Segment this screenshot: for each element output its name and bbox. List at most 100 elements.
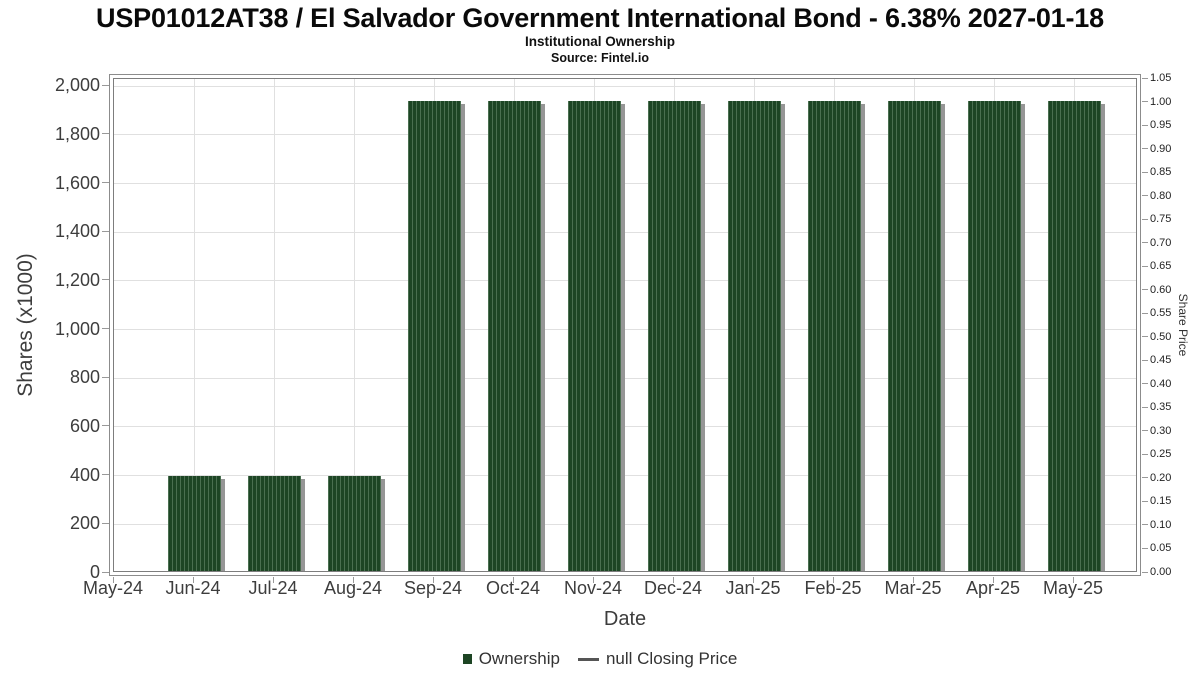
- y-tick-left: [102, 328, 109, 330]
- y-tick-label-right: 0.85: [1150, 166, 1172, 179]
- y-tick-left: [102, 84, 109, 86]
- bar-aug-24[interactable]: [327, 475, 381, 571]
- y-tick-label-right: 0.10: [1150, 518, 1172, 531]
- x-axis-label: Date: [603, 608, 647, 630]
- x-tick-label: Aug-24: [323, 578, 383, 598]
- x-tick-label: Mar-25: [884, 578, 942, 598]
- y-tick-left: [102, 230, 109, 232]
- y-tick-label-right: 0.50: [1150, 330, 1172, 343]
- y-tick-label-left: 1,600: [54, 172, 100, 193]
- y-tick-label-right: 0.25: [1150, 448, 1172, 461]
- x-tick: [512, 577, 514, 583]
- y-tick-right: [1142, 571, 1148, 573]
- h-gridline: [114, 280, 1136, 282]
- bar-jul-24[interactable]: [247, 475, 301, 571]
- y-tick-label-right: 0.00: [1150, 566, 1172, 578]
- plot-area: [113, 78, 1137, 572]
- y-tick-right: [1142, 101, 1148, 103]
- y-tick-left: [102, 522, 109, 524]
- y-tick-label-right: 0.60: [1150, 283, 1172, 296]
- x-tick-label: Apr-25: [965, 578, 1021, 598]
- y-tick-label-left: 1,000: [54, 318, 100, 339]
- y-tick-right: [1142, 336, 1148, 338]
- y-tick-label-right: 0.75: [1150, 213, 1172, 226]
- legend-item-ownership[interactable]: Ownership: [462, 649, 560, 669]
- y-tick-label-right: 0.30: [1150, 424, 1172, 437]
- x-tick-label: Jun-24: [165, 578, 221, 598]
- y-tick-right: [1142, 148, 1148, 150]
- bar-jun-24[interactable]: [167, 475, 221, 571]
- y-tick-right: [1142, 477, 1148, 479]
- y-tick-label-left: 1,400: [54, 221, 100, 242]
- x-tick-label: Oct-24: [485, 578, 541, 598]
- y-tick-label-right: 0.55: [1150, 307, 1172, 320]
- legend: Ownership null Closing Price: [0, 646, 1200, 672]
- h-gridline: [114, 475, 1136, 477]
- y-tick-label-left: 2,000: [54, 75, 100, 96]
- bar-sep-24[interactable]: [407, 100, 461, 571]
- legend-item-label: Ownership: [478, 649, 560, 668]
- y-tick-label-left: 600: [69, 415, 100, 436]
- bar-oct-24[interactable]: [487, 100, 541, 571]
- h-gridline: [114, 231, 1136, 233]
- y-tick-label-right: 0.70: [1150, 236, 1172, 249]
- y-tick-right: [1142, 265, 1148, 267]
- x-tick-label: Dec-24: [643, 578, 703, 598]
- x-tick: [192, 577, 194, 583]
- x-tick: [592, 577, 594, 583]
- legend-item-null-closing-price[interactable]: null Closing Price: [577, 649, 737, 669]
- y-tick-label-right: 0.95: [1150, 119, 1172, 132]
- x-tick: [1072, 577, 1074, 583]
- bar-mar-25[interactable]: [887, 100, 941, 571]
- chart-title: USP01012AT38 / El Salvador Government In…: [96, 3, 1104, 33]
- h-gridline: [114, 85, 1136, 87]
- x-tick: [912, 577, 914, 583]
- x-tick-label: Sep-24: [403, 578, 463, 598]
- bar-dec-24[interactable]: [647, 100, 701, 571]
- y-tick-label-right: 1.00: [1150, 95, 1172, 108]
- x-tick: [832, 577, 834, 583]
- y-tick-right: [1142, 359, 1148, 361]
- y-tick-label-left: 400: [69, 464, 100, 485]
- y-tick-right: [1142, 430, 1148, 432]
- h-gridline: [114, 134, 1136, 136]
- bar-apr-25[interactable]: [967, 100, 1021, 571]
- y-tick-left: [102, 279, 109, 281]
- h-gridline: [114, 523, 1136, 525]
- y-tick-label-right: 0.05: [1150, 542, 1172, 555]
- y-tick-label-right: 0.90: [1150, 142, 1172, 155]
- h-gridline: [114, 426, 1136, 428]
- legend-square-marker-icon: [462, 654, 472, 664]
- y-tick-label-right: 0.15: [1150, 495, 1172, 508]
- y-tick-right: [1142, 195, 1148, 197]
- h-gridline: [114, 329, 1136, 331]
- y-tick-right: [1142, 77, 1148, 79]
- y-tick-right: [1142, 453, 1148, 455]
- chart-source: Source: Fintel.io: [551, 51, 649, 65]
- x-tick: [672, 577, 674, 583]
- bar-jan-25[interactable]: [727, 100, 781, 571]
- x-tick: [112, 577, 114, 583]
- x-tick-label: Jan-25: [725, 578, 781, 598]
- bar-may-25[interactable]: [1047, 100, 1101, 571]
- y-tick-label-right: 0.45: [1150, 354, 1172, 367]
- y-tick-left: [102, 133, 109, 135]
- y-tick-label-right: 0.40: [1150, 377, 1172, 390]
- y-tick-right: [1142, 500, 1148, 502]
- x-tick: [432, 577, 434, 583]
- bar-feb-25[interactable]: [807, 100, 861, 571]
- y-tick-left: [102, 474, 109, 476]
- v-gridline: [273, 79, 275, 571]
- bar-nov-24[interactable]: [567, 100, 621, 571]
- x-tick: [352, 577, 354, 583]
- y-tick-right: [1142, 547, 1148, 549]
- y-tick-label-left: 1,200: [54, 269, 100, 290]
- y-tick-right: [1142, 171, 1148, 173]
- legend-line-marker-icon: [577, 657, 599, 661]
- y-tick-label-left: 800: [69, 367, 100, 388]
- y-tick-label-right: 0.80: [1150, 189, 1172, 202]
- y-tick-left: [102, 571, 109, 573]
- y-tick-label-left: 1,800: [54, 123, 100, 144]
- y-tick-label-right: 0.65: [1150, 260, 1172, 273]
